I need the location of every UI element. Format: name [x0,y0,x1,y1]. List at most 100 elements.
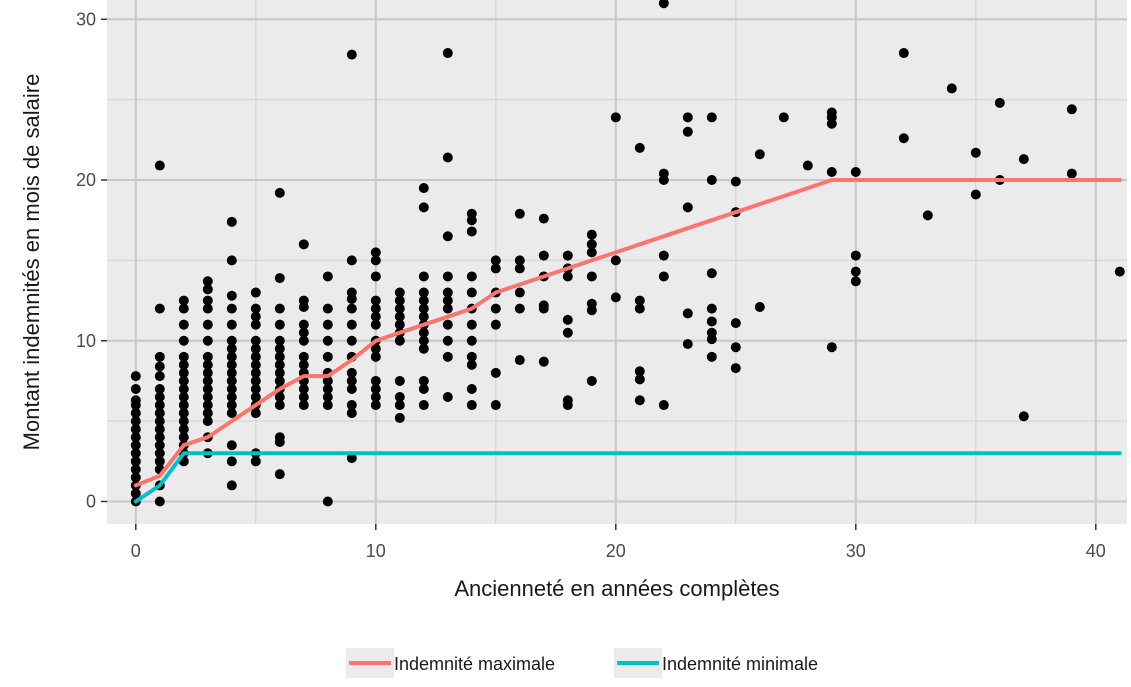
data-point [538,250,549,261]
data-point [154,351,165,362]
data-point [418,295,429,306]
data-point [418,343,429,354]
data-point [610,112,621,123]
data-point [802,160,813,171]
data-point [250,408,261,419]
data-point [346,49,357,60]
data-point [970,147,981,158]
data-point [706,316,717,327]
data-point [562,250,573,261]
data-point [994,97,1005,108]
data-point [682,126,693,137]
data-point [778,112,789,123]
data-point [634,366,645,377]
data-point [514,208,525,219]
data-point [178,408,189,419]
y-tick-label: 30 [76,9,96,29]
data-point [370,303,381,314]
series-line-max [133,178,1122,488]
data-point [178,416,189,427]
data-point [226,375,237,386]
data-point [178,295,189,306]
legend[interactable]: Indemnité maximale Indemnité minimale [346,648,818,678]
data-point [562,395,573,406]
data-point [250,456,261,467]
data-point [370,383,381,394]
data-point [658,250,669,261]
data-point [226,400,237,411]
data-point [754,149,765,160]
data-point [274,400,285,411]
data-point [274,273,285,284]
data-point [634,374,645,385]
data-point [298,392,309,403]
data-point [610,255,621,266]
data-point [226,383,237,394]
data-point [322,496,333,507]
data-point [274,351,285,362]
data-point [730,318,741,329]
data-point [298,383,309,394]
data-point [418,400,429,411]
data-point [322,303,333,314]
data-point [562,327,573,338]
data-point [826,166,837,177]
data-point [610,292,621,303]
data-point [538,356,549,367]
data-point [418,303,429,314]
data-point [130,424,141,435]
data-point [346,383,357,394]
data-point [154,303,165,314]
data-point [226,440,237,451]
data-point [586,229,597,240]
data-point [226,335,237,346]
data-point [202,400,213,411]
data-point [154,456,165,467]
data-point [250,359,261,370]
data-point [202,295,213,306]
data-point [298,359,309,370]
data-point [178,319,189,330]
data-point [154,496,165,507]
data-point [130,371,141,382]
data-point [298,295,309,306]
data-point [178,335,189,346]
data-point [322,392,333,403]
data-point [490,303,501,314]
data-point [346,375,357,386]
data-point [466,208,477,219]
data-point [130,448,141,459]
x-tick-label: 30 [846,541,866,561]
data-point [202,319,213,330]
data-point [322,375,333,386]
legend-item[interactable]: Indemnité minimale [614,648,818,678]
data-point [730,363,741,374]
data-point [850,266,861,277]
data-point [394,335,405,346]
data-point [250,287,261,298]
data-point [154,160,165,171]
legend-item[interactable]: Indemnité maximale [346,648,555,678]
data-point [658,271,669,282]
data-point [154,440,165,451]
data-point [634,295,645,306]
data-point [562,271,573,282]
data-point [442,287,453,298]
data-point [682,112,693,123]
data-point [634,142,645,153]
data-point [394,303,405,314]
data-point [394,319,405,330]
data-point [274,343,285,354]
data-point [226,359,237,370]
data-point [226,480,237,491]
data-point [250,319,261,330]
data-point [898,133,909,144]
data-point [826,107,837,118]
data-point [370,343,381,354]
data-point [394,311,405,322]
data-point [706,327,717,338]
data-point [418,183,429,194]
data-point [442,335,453,346]
data-point [154,383,165,394]
x-tick-label: 20 [606,541,626,561]
